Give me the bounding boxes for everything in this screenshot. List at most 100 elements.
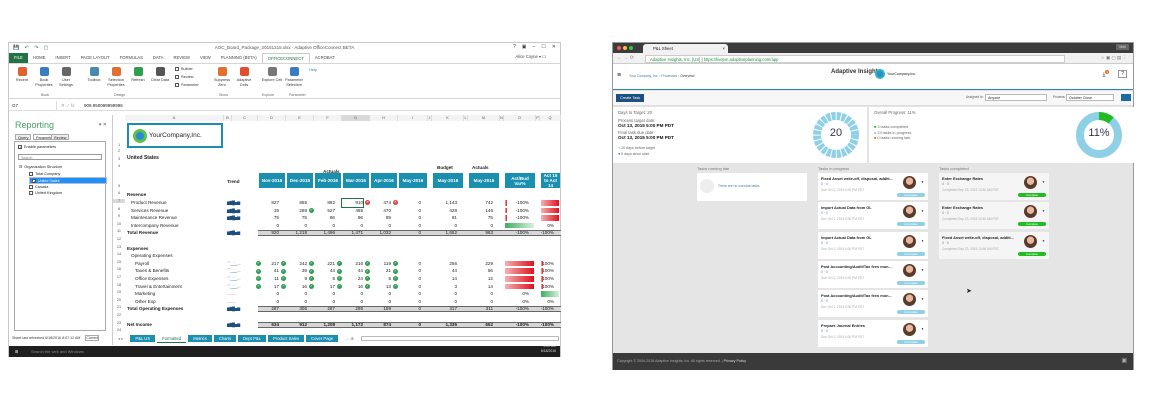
value-cell[interactable]: 0 bbox=[398, 267, 421, 275]
avatar[interactable] bbox=[1024, 176, 1037, 189]
ribbon-checkbox[interactable]: Review bbox=[175, 75, 193, 79]
value-cell[interactable]: 0 bbox=[398, 222, 421, 230]
value-cell[interactable]: 44 ✓ bbox=[342, 267, 370, 275]
menu-icon[interactable]: ≡ bbox=[617, 72, 622, 79]
status-badge[interactable]: Incomplete bbox=[897, 251, 925, 256]
avatar[interactable] bbox=[903, 322, 916, 336]
pane-tab[interactable]: Review bbox=[51, 134, 70, 140]
row-header[interactable]: 9 bbox=[117, 214, 121, 219]
avatar[interactable] bbox=[903, 205, 916, 219]
ribbon-button[interactable]: Adaptive Cells bbox=[233, 67, 255, 87]
status-dropdown[interactable]: Current bbox=[85, 335, 100, 341]
value-cell[interactable]: 287 bbox=[258, 305, 279, 313]
sheet-tab[interactable]: Cover Page bbox=[306, 335, 339, 342]
taskbar-search[interactable]: Search the web and Windows bbox=[31, 349, 84, 354]
ribbon-button[interactable]: Explore Cell bbox=[261, 67, 283, 83]
ribbon-checkbox[interactable]: Parameter bbox=[175, 83, 199, 87]
row-header[interactable]: 15 bbox=[116, 259, 122, 264]
row-header[interactable]: 6 bbox=[117, 191, 121, 196]
value-cell[interactable]: 0 bbox=[258, 222, 279, 230]
user-account[interactable]: Alice Coyne ▾ ☐ bbox=[515, 54, 546, 59]
value-cell[interactable]: 311 bbox=[468, 305, 493, 313]
tree-item[interactable]: Canada bbox=[29, 184, 48, 190]
value-cell[interactable]: 0 bbox=[342, 222, 363, 230]
value-cell[interactable]: 12 bbox=[468, 275, 493, 283]
value-cell[interactable]: -100% bbox=[504, 229, 529, 237]
download-icon[interactable]: ⤓1 bbox=[1102, 70, 1109, 78]
maximize-icon[interactable] bbox=[629, 46, 633, 50]
column-header[interactable]: F bbox=[314, 115, 342, 121]
row-header[interactable]: 10 bbox=[116, 221, 122, 226]
checkbox-icon[interactable] bbox=[29, 171, 33, 176]
value-cell[interactable]: 14 bbox=[468, 283, 493, 291]
ribbon-tab[interactable]: VIEW bbox=[199, 55, 211, 60]
column-header[interactable]: L bbox=[464, 115, 468, 121]
value-cell[interactable]: 299 bbox=[342, 305, 363, 313]
horizontal-scrollbar[interactable] bbox=[361, 336, 559, 341]
column-header[interactable]: M bbox=[468, 115, 500, 121]
avatar[interactable] bbox=[903, 176, 916, 189]
value-cell[interactable]: 44 bbox=[432, 267, 457, 275]
window-control[interactable]: ? bbox=[513, 44, 516, 50]
nav-icons[interactable]: ← → ⟳ bbox=[617, 55, 634, 61]
value-cell[interactable]: 0 bbox=[286, 290, 307, 298]
window-control[interactable]: ✕ bbox=[551, 44, 556, 50]
value-cell[interactable]: 317 bbox=[432, 305, 457, 313]
ribbon-tab[interactable]: ACROBAT bbox=[314, 55, 335, 60]
value-cell[interactable]: -100% bbox=[504, 199, 529, 207]
avatar[interactable] bbox=[903, 234, 916, 248]
value-cell[interactable]: 21 ✓ bbox=[370, 267, 398, 275]
value-cell[interactable]: 470 bbox=[370, 207, 391, 215]
row-header[interactable]: 7 bbox=[113, 199, 125, 203]
row-header[interactable]: 20 bbox=[116, 297, 122, 302]
value-cell[interactable]: 0 bbox=[398, 275, 421, 283]
sheet-tab[interactable]: Formatted bbox=[157, 334, 187, 343]
value-cell[interactable]: 3 bbox=[432, 283, 457, 291]
task-card[interactable]: Post Accounting/Audit/Tax fees mon... 0 ·… bbox=[818, 260, 928, 288]
window-control[interactable]: ▣ bbox=[521, 44, 527, 50]
profile-button[interactable]: Mell bbox=[1116, 44, 1129, 50]
value-cell[interactable]: -100% bbox=[540, 283, 554, 291]
value-cell[interactable]: -100% bbox=[540, 260, 554, 268]
value-cell[interactable]: 0 bbox=[398, 290, 421, 298]
ribbon-button[interactable]: Parameter Selection bbox=[283, 67, 305, 87]
sheet-tab[interactable]: P&L US bbox=[130, 335, 156, 342]
tree-item[interactable]: United Kingdom bbox=[29, 190, 62, 196]
value-cell[interactable]: 81 bbox=[432, 214, 457, 222]
window-control[interactable]: ☐ bbox=[541, 44, 546, 50]
value-cell[interactable]: 920 bbox=[258, 229, 279, 237]
value-cell[interactable]: 1,335 bbox=[432, 321, 458, 329]
value-cell[interactable]: 0 bbox=[342, 290, 363, 298]
ribbon-tab[interactable]: FILE bbox=[9, 53, 28, 63]
value-cell[interactable]: 0 bbox=[398, 305, 421, 313]
value-cell[interactable]: 827 bbox=[258, 199, 279, 207]
value-cell[interactable]: 0 bbox=[314, 290, 335, 298]
value-cell[interactable]: 89 bbox=[370, 214, 391, 222]
status-badge[interactable]: Incomplete bbox=[897, 193, 925, 197]
task-title[interactable]: Enter Exchange Rates bbox=[942, 205, 984, 211]
expand-icon[interactable]: ⊟ bbox=[19, 165, 23, 169]
sheet-nav-icons[interactable]: ◂ ▸ bbox=[118, 336, 124, 341]
chevron-down-icon[interactable]: ▼ bbox=[1042, 180, 1045, 184]
ribbon-tab[interactable]: INSERT bbox=[55, 55, 71, 60]
value-cell[interactable]: 1,208 bbox=[314, 321, 336, 329]
value-cell[interactable]: 910 ✕ bbox=[341, 198, 370, 208]
checkbox-icon[interactable] bbox=[29, 184, 33, 189]
value-cell[interactable]: 287 bbox=[314, 305, 335, 313]
row-header[interactable]: 3 bbox=[117, 156, 121, 161]
value-cell[interactable]: 0% bbox=[540, 298, 554, 306]
value-cell[interactable]: 0% bbox=[540, 222, 554, 230]
value-cell[interactable]: 1,143 bbox=[432, 199, 458, 207]
checkbox-icon[interactable] bbox=[29, 191, 33, 195]
column-header[interactable]: K bbox=[432, 115, 464, 121]
value-cell[interactable]: 13 ✓ bbox=[370, 283, 398, 291]
row-header[interactable]: 18 bbox=[116, 282, 122, 287]
status-badge[interactable]: Incomplete bbox=[897, 280, 925, 285]
ribbon-tab[interactable]: DATA bbox=[152, 55, 164, 60]
value-cell[interactable]: 0 bbox=[398, 283, 421, 291]
value-cell[interactable]: 0% bbox=[504, 290, 529, 298]
value-cell[interactable]: 0 bbox=[398, 199, 421, 207]
value-cell[interactable]: 0 bbox=[286, 298, 307, 306]
avatar[interactable] bbox=[1024, 205, 1037, 219]
row-header[interactable]: 21 bbox=[116, 305, 122, 310]
